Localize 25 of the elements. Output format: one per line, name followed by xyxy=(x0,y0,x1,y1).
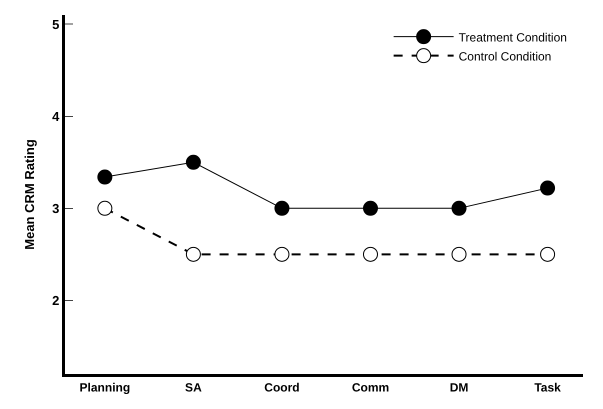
y-axis-title: Mean CRM Rating xyxy=(22,139,38,250)
x-tick-label: Comm xyxy=(352,380,390,394)
legend-label: Control Condition xyxy=(458,49,552,64)
point xyxy=(186,154,201,170)
point xyxy=(452,200,467,216)
point xyxy=(362,246,378,262)
y-tick-label: 3 xyxy=(52,200,60,216)
legend-label: Treatment Condition xyxy=(458,30,567,44)
y-tick-label: 4 xyxy=(52,108,60,124)
y-tick-label: 5 xyxy=(52,16,60,32)
point xyxy=(452,246,467,262)
x-tick-label: Task xyxy=(534,380,562,394)
point xyxy=(97,200,112,216)
point xyxy=(186,246,201,262)
point xyxy=(274,246,290,262)
point xyxy=(540,180,556,196)
point xyxy=(97,170,112,185)
x-tick-label: DM xyxy=(450,380,468,394)
point xyxy=(274,200,290,216)
y-tick-label: 2 xyxy=(52,292,60,308)
x-tick-label: Planning xyxy=(80,380,130,394)
x-tick-label: Coord xyxy=(264,380,300,394)
point xyxy=(540,246,556,262)
point xyxy=(362,200,378,216)
x-tick-label: SA xyxy=(185,380,202,394)
